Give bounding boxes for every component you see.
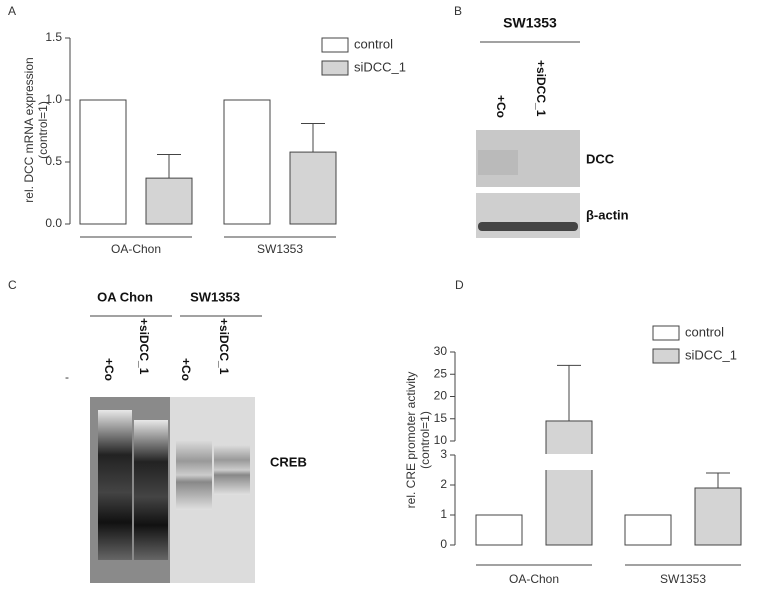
lane-label: +siDCC_1 (217, 318, 231, 375)
panel-letter: A (8, 4, 16, 18)
group-label: SW1353 (190, 289, 240, 304)
bar (545, 420, 593, 546)
y-tick-label: 10 (434, 433, 448, 447)
error-bar (157, 154, 181, 179)
lane-label: +siDCC_1 (137, 318, 151, 375)
bar (223, 99, 271, 225)
y-tick-label: 1 (440, 507, 447, 521)
legend-label: control (354, 36, 393, 51)
x-tick-label: OA-Chon (111, 242, 161, 256)
legend-label: siDCC_1 (685, 347, 737, 362)
legend-swatch (652, 325, 680, 341)
bar (289, 151, 337, 225)
band (134, 420, 168, 560)
legend-label: control (685, 324, 724, 339)
cell-line: SW1353 (503, 15, 557, 31)
y-tick-label: 25 (434, 366, 448, 380)
y-tick-label: 1.0 (45, 92, 62, 106)
error-bar (706, 472, 730, 488)
band (478, 150, 518, 175)
marker: - (65, 370, 69, 384)
panel-letter: B (454, 4, 462, 18)
bar (145, 177, 193, 225)
bar (475, 514, 523, 546)
group-label: OA Chon (97, 289, 153, 304)
legend-swatch (321, 60, 349, 76)
x-tick-label: SW1353 (660, 572, 706, 586)
bar (694, 487, 742, 546)
y-axis-label: rel. DCC mRNA expression (22, 57, 36, 202)
y-tick-label: 0.5 (45, 154, 62, 168)
lane-label: +Co (102, 358, 116, 381)
panel-letter: C (8, 278, 17, 292)
band (214, 445, 250, 495)
band-label: DCC (586, 151, 615, 166)
band (478, 222, 578, 231)
error-bar (557, 364, 581, 421)
lane-label: +siDCC_1 (534, 60, 548, 117)
y-axis-label: rel. CRE promoter activity (404, 372, 418, 509)
y-axis-label: (control=1) (36, 101, 50, 159)
x-tick-label: SW1353 (257, 242, 303, 256)
y-tick-label: 15 (434, 411, 448, 425)
y-tick-label: 3 (440, 447, 447, 461)
band (98, 410, 132, 560)
legend-swatch (321, 37, 349, 53)
legend-swatch (652, 348, 680, 364)
panel-letter: D (455, 278, 464, 292)
band (176, 440, 212, 510)
y-axis-label: (control=1) (418, 411, 432, 469)
y-tick-label: 0.0 (45, 216, 62, 230)
y-tick-label: 20 (434, 389, 448, 403)
lane-label: +Co (494, 95, 508, 118)
band-label: CREB (270, 454, 307, 469)
bar (624, 514, 672, 546)
y-tick-label: 0 (440, 537, 447, 551)
blot-band (476, 193, 580, 238)
error-bar (301, 123, 325, 153)
bar (79, 99, 127, 225)
y-tick-label: 2 (440, 477, 447, 491)
axis-break (457, 454, 757, 470)
legend-label: siDCC_1 (354, 59, 406, 74)
y-tick-label: 1.5 (45, 30, 62, 44)
band-label: β-actin (586, 207, 629, 222)
lane-label: +Co (179, 358, 193, 381)
y-tick-label: 30 (434, 344, 448, 358)
x-tick-label: OA-Chon (509, 572, 559, 586)
